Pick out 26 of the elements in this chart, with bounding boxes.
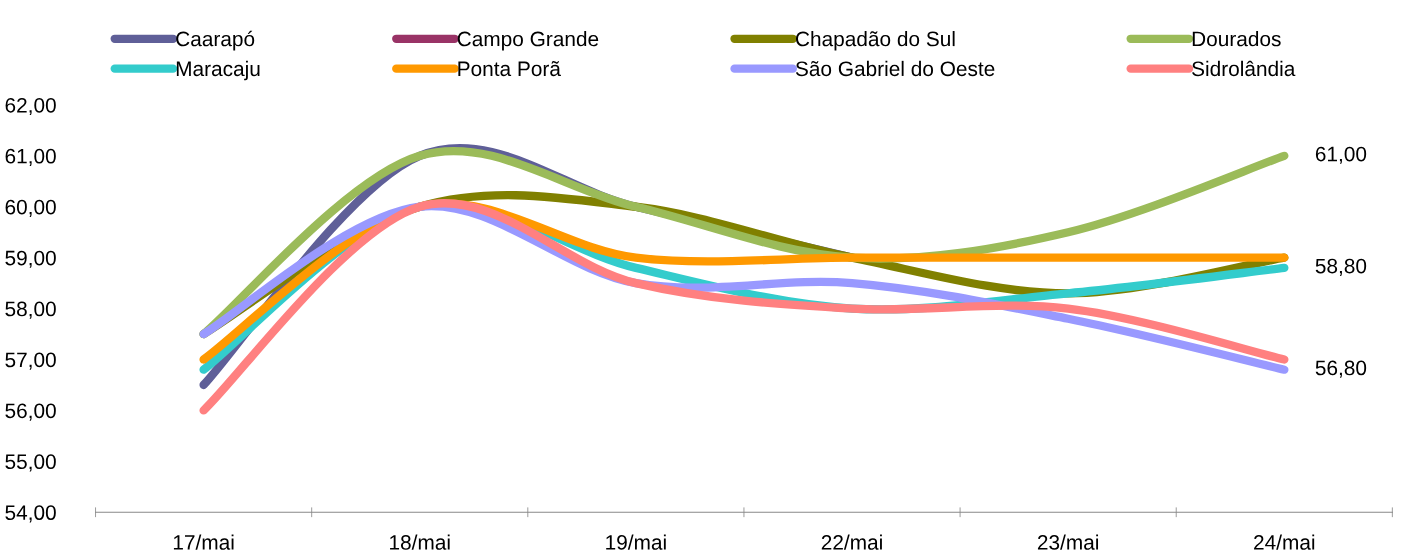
legend-label: São Gabriel do Oeste [795,60,995,77]
data-label: 56,80 [1315,360,1367,378]
legend-label: Caarapó [176,30,255,51]
x-tick-label: 17/mai [173,534,234,550]
y-tick-label: 54,00 [5,505,56,523]
x-tick-label: 23/mai [1037,534,1099,550]
data-label: 61,00 [1315,146,1367,164]
legend-label: Maracaju [176,60,260,81]
data-label: 58,80 [1315,258,1367,276]
y-tick-label: 60,00 [5,199,56,217]
y-tick-label: 57,00 [5,352,56,370]
y-tick-label: 58,00 [5,301,56,319]
y-tick-label: 61,00 [5,148,56,167]
x-tick-label: 24/mai [1254,534,1315,550]
y-tick-label: 56,00 [5,403,56,421]
legend-label: Sidrolândia [1192,60,1296,77]
x-tick-label: 18/mai [390,534,450,550]
legend-label: Chapadão do Sul [795,31,955,51]
x-tick-label: 22/mai [821,534,882,550]
legend-label: Campo Grande [457,31,599,51]
y-tick-label: 62,00 [5,97,56,116]
legend-label: Dourados [1192,31,1281,47]
x-tick-label: 19/mai [606,534,666,550]
legend-label: Ponta Porã [458,61,561,77]
y-tick-label: 55,00 [5,454,56,472]
y-tick-label: 59,00 [5,250,56,268]
